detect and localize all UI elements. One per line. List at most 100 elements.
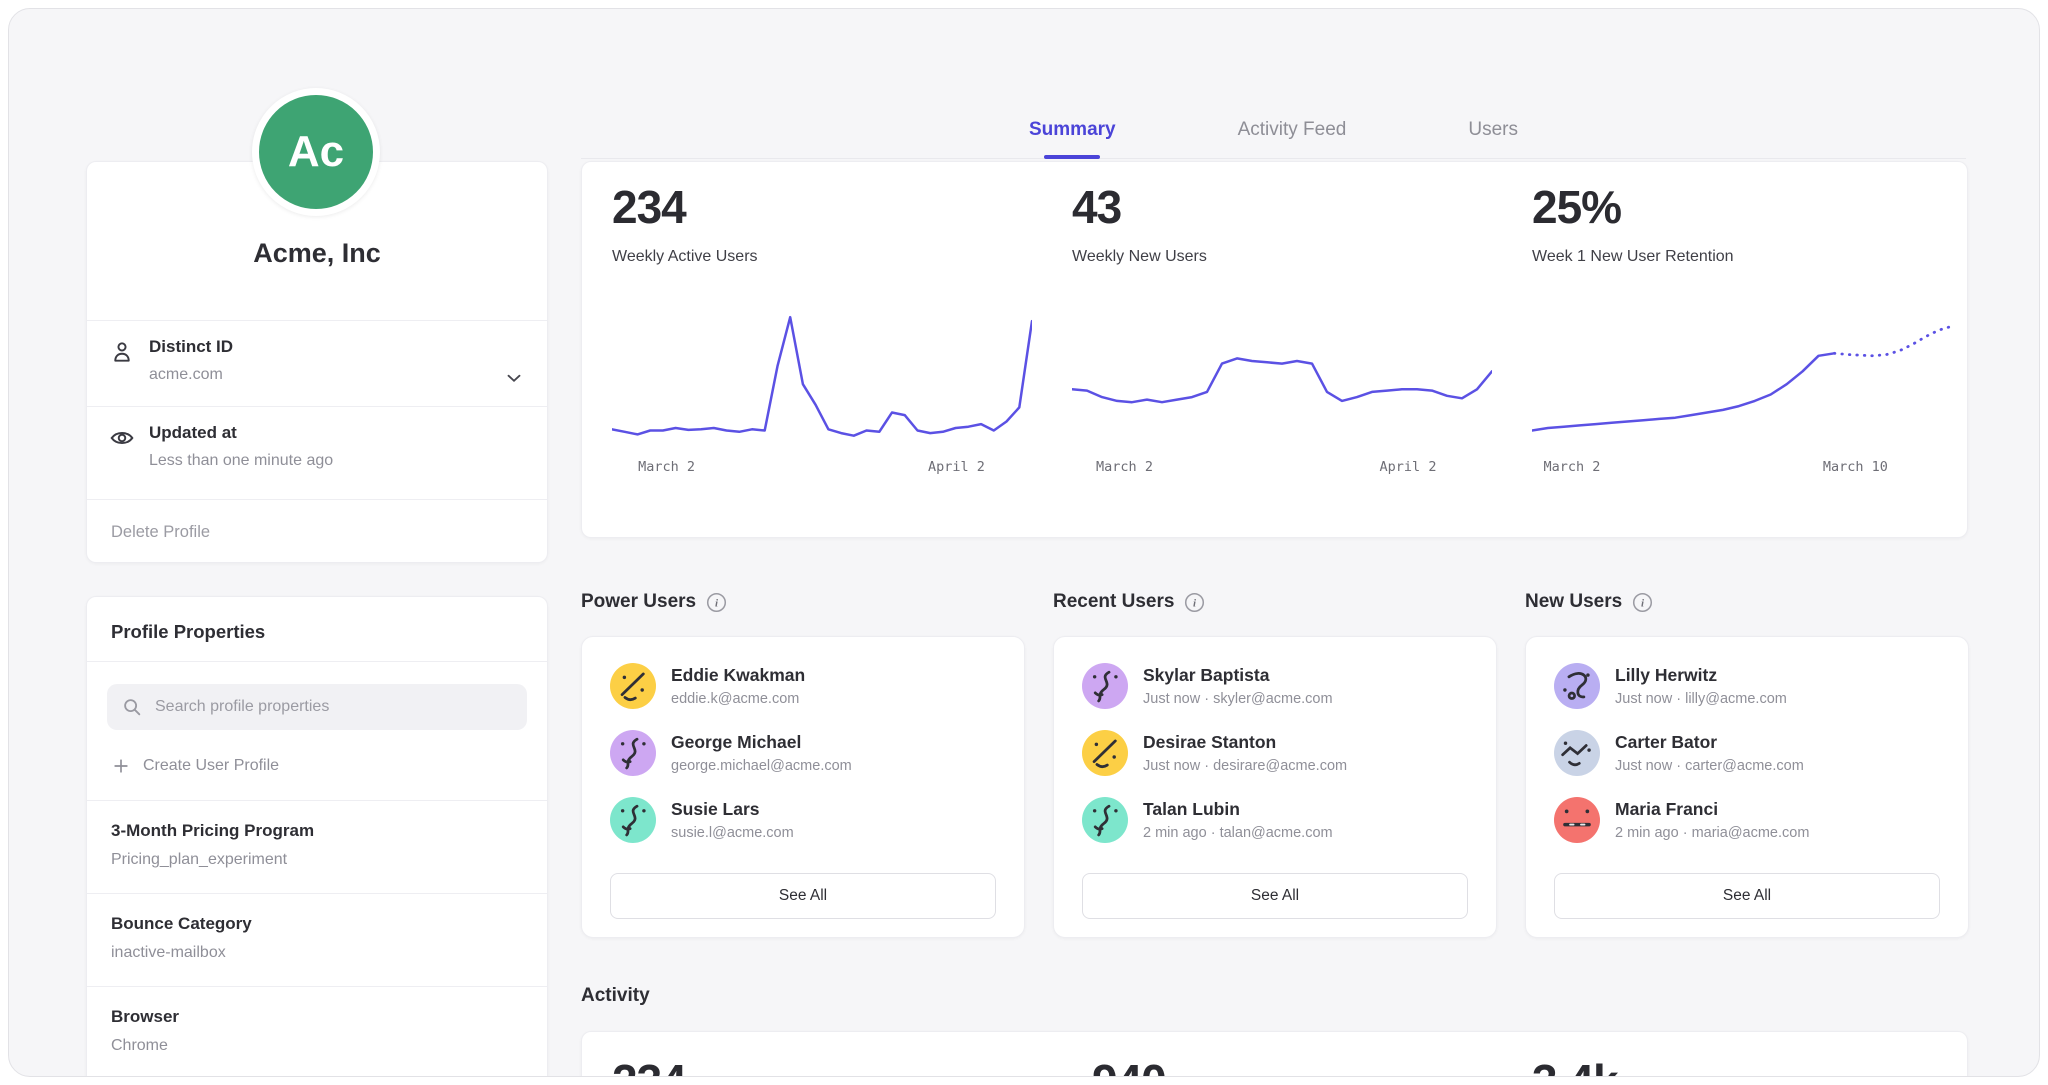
user-meta: Just now · lilly@acme.com <box>1615 691 1787 707</box>
stat-value: 43 <box>1072 180 1121 234</box>
recent-users-header: Recent Users i <box>1053 591 1205 613</box>
activity-stat: 3.4k <box>1532 1054 1618 1077</box>
info-icon[interactable]: i <box>1632 592 1653 613</box>
weekly-active-users-chart <box>612 290 1032 450</box>
company-name: Acme, Inc <box>87 238 547 269</box>
stat-label: Weekly Active Users <box>612 248 758 266</box>
user-meta: Just now · skyler@acme.com <box>1143 691 1333 707</box>
stat-weekly-active-users: 234 Weekly Active Users March 2 April 2 <box>612 162 1032 537</box>
avatar <box>1554 663 1600 709</box>
property-name: Browser <box>111 1007 523 1027</box>
user-name: Desirae Stanton <box>1143 732 1347 753</box>
x-tick: March 2 <box>1096 459 1153 475</box>
property-name: Bounce Category <box>111 914 523 934</box>
user-name: Carter Bator <box>1615 732 1804 753</box>
distinct-id-row[interactable]: Distinct ID acme.com <box>87 320 547 406</box>
info-icon[interactable]: i <box>706 592 727 613</box>
company-fields: Distinct ID acme.com Updated at Less tha… <box>87 320 547 564</box>
property-name: 3-Month Pricing Program <box>111 821 523 841</box>
user-row[interactable]: Carter Bator Just now · carter@acme.com <box>1554 730 1940 776</box>
tab-users[interactable]: Users <box>1462 109 1524 158</box>
power-users-header: Power Users i <box>581 591 727 613</box>
avatar <box>610 663 656 709</box>
see-all-button[interactable]: See All <box>1554 873 1940 919</box>
tab-activity-feed[interactable]: Activity Feed <box>1232 109 1353 158</box>
stat-value: 25% <box>1532 180 1621 234</box>
info-icon[interactable]: i <box>1184 592 1205 613</box>
recent-users-card: Skylar Baptista Just now · skyler@acme.c… <box>1053 636 1497 938</box>
avatar <box>610 730 656 776</box>
property-row[interactable]: 3-Month Pricing Program Pricing_plan_exp… <box>87 800 547 893</box>
property-row[interactable]: Browser Chrome <box>87 986 547 1077</box>
power-users-title: Power Users <box>581 591 696 613</box>
delete-profile-button[interactable]: Delete Profile <box>87 499 547 564</box>
user-row[interactable]: Eddie Kwakman eddie.k@acme.com <box>610 663 996 709</box>
updated-at-row: Updated at Less than one minute ago <box>87 406 547 499</box>
eye-icon <box>109 425 135 451</box>
user-name: Talan Lubin <box>1143 799 1333 820</box>
see-all-button[interactable]: See All <box>1082 873 1468 919</box>
user-meta: 2 min ago · talan@acme.com <box>1143 825 1333 841</box>
activity-stat: 234 <box>612 1054 686 1077</box>
search-icon <box>121 696 143 718</box>
profile-tabs: Summary Activity Feed Users <box>581 109 1966 159</box>
user-row[interactable]: Talan Lubin 2 min ago · talan@acme.com <box>1082 797 1468 843</box>
create-user-profile-button[interactable]: Create User Profile <box>111 756 523 776</box>
stat-week1-retention: 25% Week 1 New User Retention March 2 Ma… <box>1532 162 1952 537</box>
company-initials: Ac <box>288 127 344 177</box>
profile-properties-card: Profile Properties Create User Profile 3… <box>86 596 548 1077</box>
plus-icon <box>111 756 131 776</box>
new-users-card: Lilly Herwitz Just now · lilly@acme.com … <box>1525 636 1969 938</box>
create-user-profile-label: Create User Profile <box>143 757 279 775</box>
x-axis-labels: March 2 March 10 <box>1532 459 1952 479</box>
app-window: Ac Acme, Inc Distinct ID acme.com Update… <box>8 8 2040 1077</box>
avatar <box>1082 730 1128 776</box>
chevron-down-icon[interactable] <box>503 367 525 389</box>
user-meta: 2 min ago · maria@acme.com <box>1615 825 1809 841</box>
recent-users-title: Recent Users <box>1053 591 1174 613</box>
user-name: Susie Lars <box>671 799 794 820</box>
avatar <box>610 797 656 843</box>
search-profile-properties[interactable] <box>107 684 527 730</box>
distinct-id-value: acme.com <box>149 366 523 384</box>
user-row[interactable]: Maria Franci 2 min ago · maria@acme.com <box>1554 797 1940 843</box>
stat-value: 234 <box>612 180 686 234</box>
svg-text:i: i <box>715 597 718 609</box>
person-icon <box>109 339 135 365</box>
user-meta: Just now · carter@acme.com <box>1615 758 1804 774</box>
user-row[interactable]: Skylar Baptista Just now · skyler@acme.c… <box>1082 663 1468 709</box>
user-row[interactable]: George Michael george.michael@acme.com <box>610 730 996 776</box>
user-name: Eddie Kwakman <box>671 665 805 686</box>
company-card: Acme, Inc Distinct ID acme.com Updated a… <box>86 161 548 563</box>
user-row[interactable]: Susie Lars susie.l@acme.com <box>610 797 996 843</box>
x-tick: April 2 <box>928 459 985 475</box>
weekly-new-users-chart <box>1072 290 1492 450</box>
stat-weekly-new-users: 43 Weekly New Users March 2 April 2 <box>1072 162 1492 537</box>
property-value: Chrome <box>111 1037 523 1055</box>
x-tick: March 2 <box>638 459 695 475</box>
x-axis-labels: March 2 April 2 <box>612 459 1032 479</box>
user-meta: Just now · desirare@acme.com <box>1143 758 1347 774</box>
user-row[interactable]: Lilly Herwitz Just now · lilly@acme.com <box>1554 663 1940 709</box>
new-users-header: New Users i <box>1525 591 1653 613</box>
activity-card: 234 940 3.4k <box>581 1031 1968 1077</box>
tab-summary[interactable]: Summary <box>1023 109 1122 158</box>
user-email: susie.l@acme.com <box>671 825 794 841</box>
see-all-button[interactable]: See All <box>610 873 996 919</box>
company-avatar: Ac <box>252 88 380 216</box>
user-list: Skylar Baptista Just now · skyler@acme.c… <box>1054 637 1496 843</box>
property-value: Pricing_plan_experiment <box>111 851 523 869</box>
user-name: George Michael <box>671 732 852 753</box>
summary-card: 234 Weekly Active Users March 2 April 2 … <box>581 161 1968 538</box>
property-row[interactable]: Bounce Category inactive-mailbox <box>87 893 547 986</box>
updated-at-value: Less than one minute ago <box>149 452 523 470</box>
user-name: Skylar Baptista <box>1143 665 1333 686</box>
avatar <box>1554 797 1600 843</box>
user-list: Eddie Kwakman eddie.k@acme.com George Mi… <box>582 637 1024 843</box>
user-row[interactable]: Desirae Stanton Just now · desirare@acme… <box>1082 730 1468 776</box>
search-input[interactable] <box>153 697 513 717</box>
power-users-card: Eddie Kwakman eddie.k@acme.com George Mi… <box>581 636 1025 938</box>
user-list: Lilly Herwitz Just now · lilly@acme.com … <box>1526 637 1968 843</box>
activity-stat: 940 <box>1092 1054 1166 1077</box>
activity-title: Activity <box>581 985 650 1007</box>
